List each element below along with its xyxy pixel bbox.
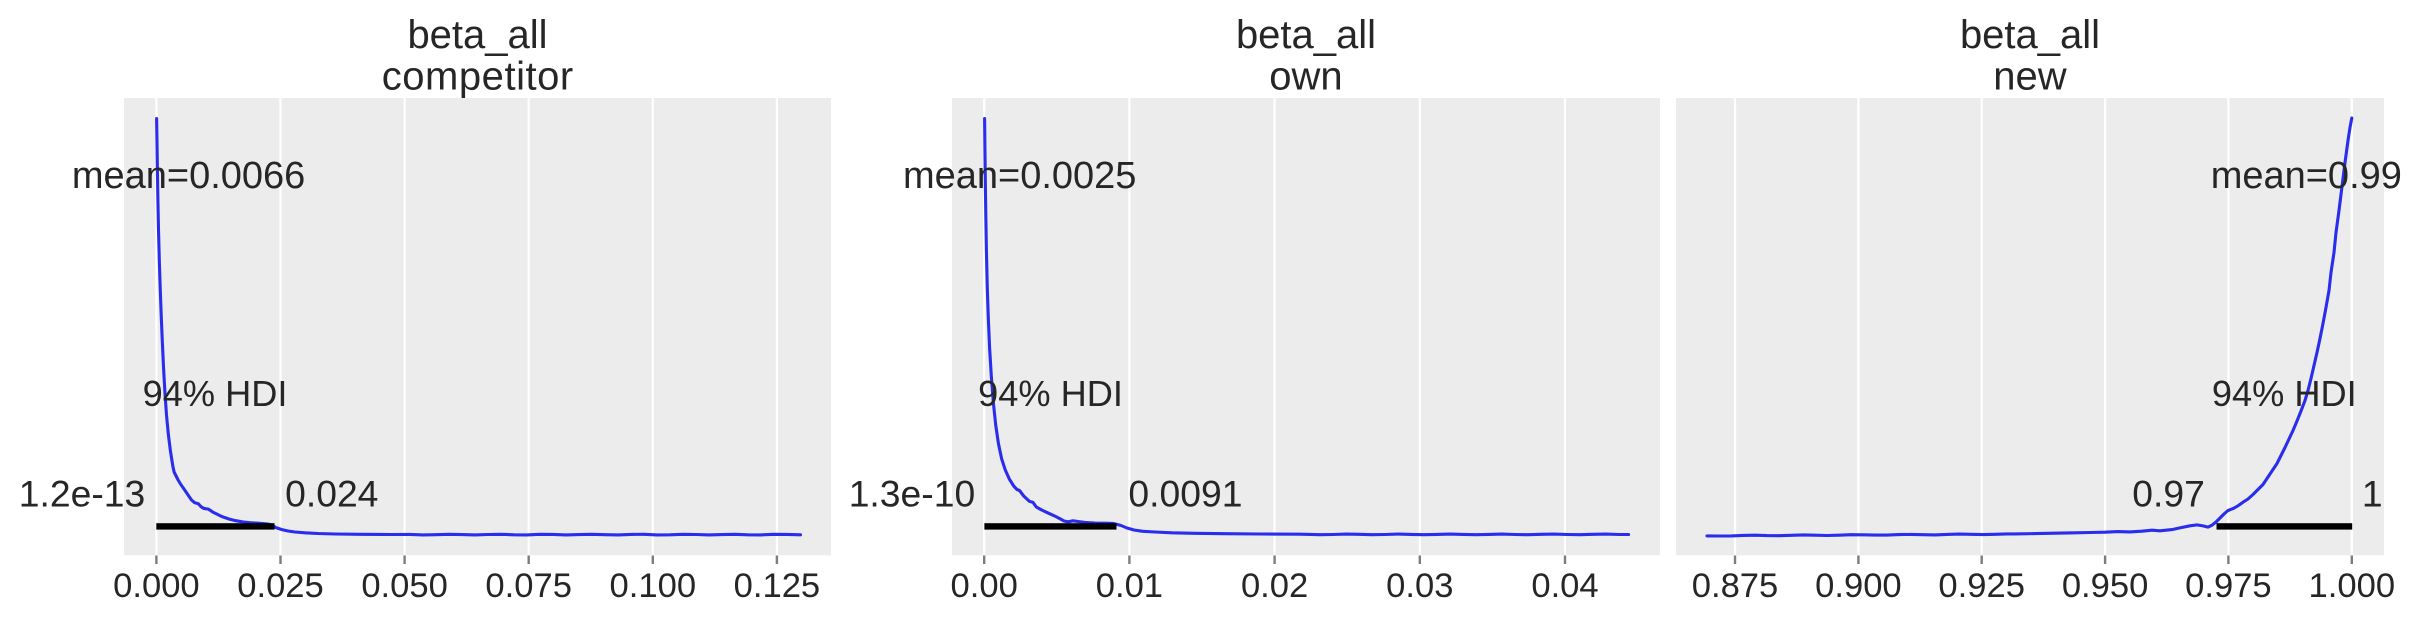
svg-text:1: 1 (2362, 473, 2383, 515)
svg-text:mean=0.99: mean=0.99 (2211, 155, 2402, 197)
svg-text:0.900: 0.900 (1815, 567, 1902, 605)
svg-text:0.050: 0.050 (361, 567, 448, 605)
svg-text:0.03: 0.03 (1386, 567, 1453, 605)
svg-text:1.2e-13: 1.2e-13 (19, 473, 146, 515)
svg-text:0.875: 0.875 (1692, 567, 1779, 605)
svg-text:1.000: 1.000 (2309, 567, 2396, 605)
svg-text:competitor: competitor (382, 54, 574, 98)
svg-text:beta_all: beta_all (1960, 13, 2100, 57)
svg-text:0.04: 0.04 (1531, 567, 1598, 605)
svg-text:94% HDI: 94% HDI (143, 373, 288, 414)
svg-text:beta_all: beta_all (1236, 13, 1376, 57)
svg-text:0.00: 0.00 (951, 567, 1018, 605)
svg-text:94% HDI: 94% HDI (2212, 373, 2357, 414)
svg-text:0.000: 0.000 (113, 567, 200, 605)
svg-text:beta_all: beta_all (407, 13, 547, 57)
svg-text:0.97: 0.97 (2132, 473, 2205, 515)
svg-text:0.0091: 0.0091 (1128, 473, 1242, 515)
svg-text:mean=0.0066: mean=0.0066 (72, 155, 305, 197)
svg-text:0.075: 0.075 (485, 567, 572, 605)
svg-text:0.02: 0.02 (1241, 567, 1308, 605)
svg-text:0.925: 0.925 (1938, 567, 2025, 605)
svg-text:0.024: 0.024 (285, 473, 378, 515)
svg-text:1.3e-10: 1.3e-10 (849, 473, 976, 515)
svg-text:new: new (1993, 54, 2066, 98)
svg-text:0.125: 0.125 (734, 567, 821, 605)
svg-text:own: own (1269, 54, 1342, 98)
svg-text:mean=0.0025: mean=0.0025 (903, 155, 1136, 197)
svg-text:0.100: 0.100 (610, 567, 697, 605)
svg-text:0.025: 0.025 (237, 567, 324, 605)
svg-text:0.975: 0.975 (2185, 567, 2272, 605)
svg-text:0.950: 0.950 (2062, 567, 2149, 605)
svg-text:94% HDI: 94% HDI (978, 373, 1123, 414)
svg-text:0.01: 0.01 (1096, 567, 1163, 605)
